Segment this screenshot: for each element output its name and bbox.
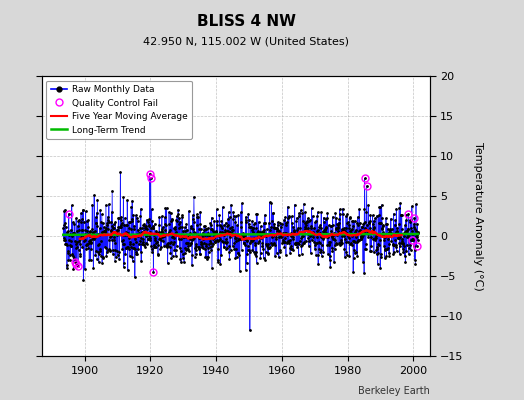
Text: 42.950 N, 115.002 W (United States): 42.950 N, 115.002 W (United States) [143,37,350,47]
Text: Berkeley Earth: Berkeley Earth [358,386,430,396]
Text: BLISS 4 NW: BLISS 4 NW [197,14,296,30]
Legend: Raw Monthly Data, Quality Control Fail, Five Year Moving Average, Long-Term Tren: Raw Monthly Data, Quality Control Fail, … [47,80,192,139]
Y-axis label: Temperature Anomaly (°C): Temperature Anomaly (°C) [473,142,483,290]
